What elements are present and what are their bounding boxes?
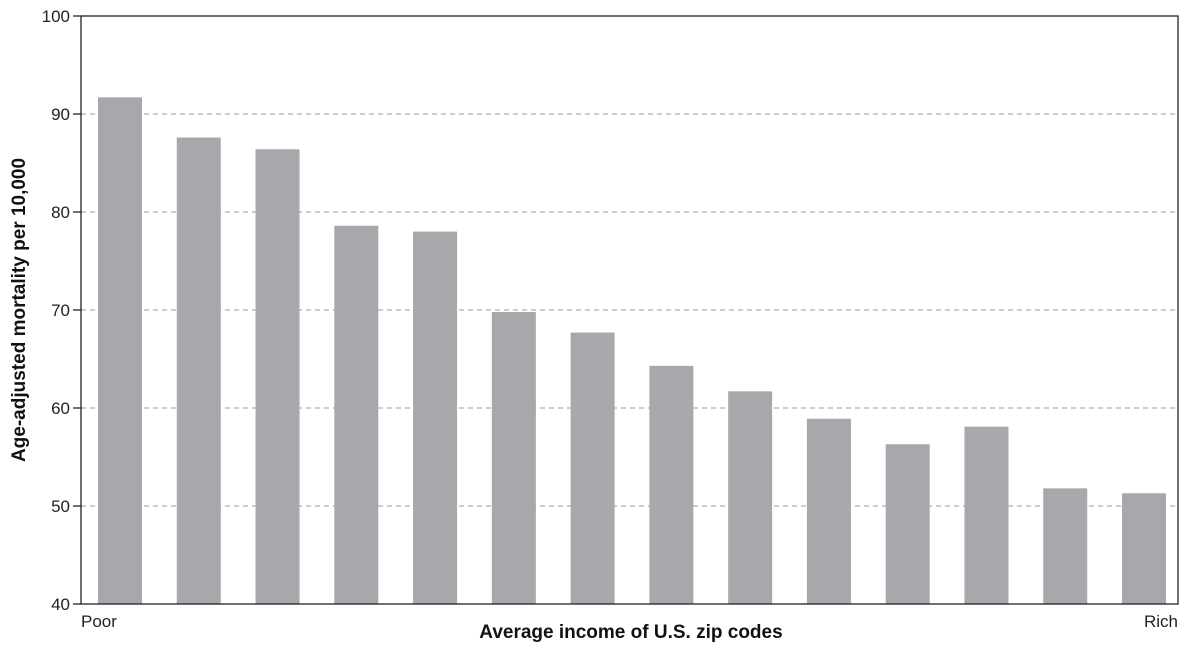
y-tick-label: 70: [51, 301, 70, 320]
y-tick-label: 80: [51, 203, 70, 222]
bar-1: [98, 97, 142, 604]
bars: [98, 97, 1166, 604]
bar-7: [570, 332, 615, 604]
grid-lines: [81, 113, 1178, 507]
y-tick-label: 90: [51, 105, 70, 124]
y-axis-ticks: 40 50 60 70 80 90 100: [42, 7, 81, 614]
bar-11: [885, 444, 930, 604]
bar-9: [728, 391, 773, 604]
bar-2: [176, 137, 221, 604]
bar-8: [649, 365, 694, 604]
x-label-rich: Rich: [1144, 612, 1178, 631]
y-tick-label: 60: [51, 399, 70, 418]
bar-3: [255, 149, 300, 604]
y-tick-label: 50: [51, 497, 70, 516]
bar-10: [806, 418, 851, 604]
x-axis-title: Average income of U.S. zip codes: [479, 622, 782, 643]
y-tick-label: 100: [42, 7, 70, 26]
bar-5: [413, 231, 458, 604]
x-label-poor: Poor: [81, 612, 117, 631]
y-tick-label: 40: [51, 595, 70, 614]
bar-14: [1122, 493, 1166, 604]
bar-6: [491, 311, 536, 604]
bar-12: [964, 426, 1009, 604]
bar-4: [334, 225, 379, 604]
y-axis-title: Age-adjusted mortality per 10,000: [9, 158, 30, 462]
bar-13: [1043, 488, 1088, 604]
